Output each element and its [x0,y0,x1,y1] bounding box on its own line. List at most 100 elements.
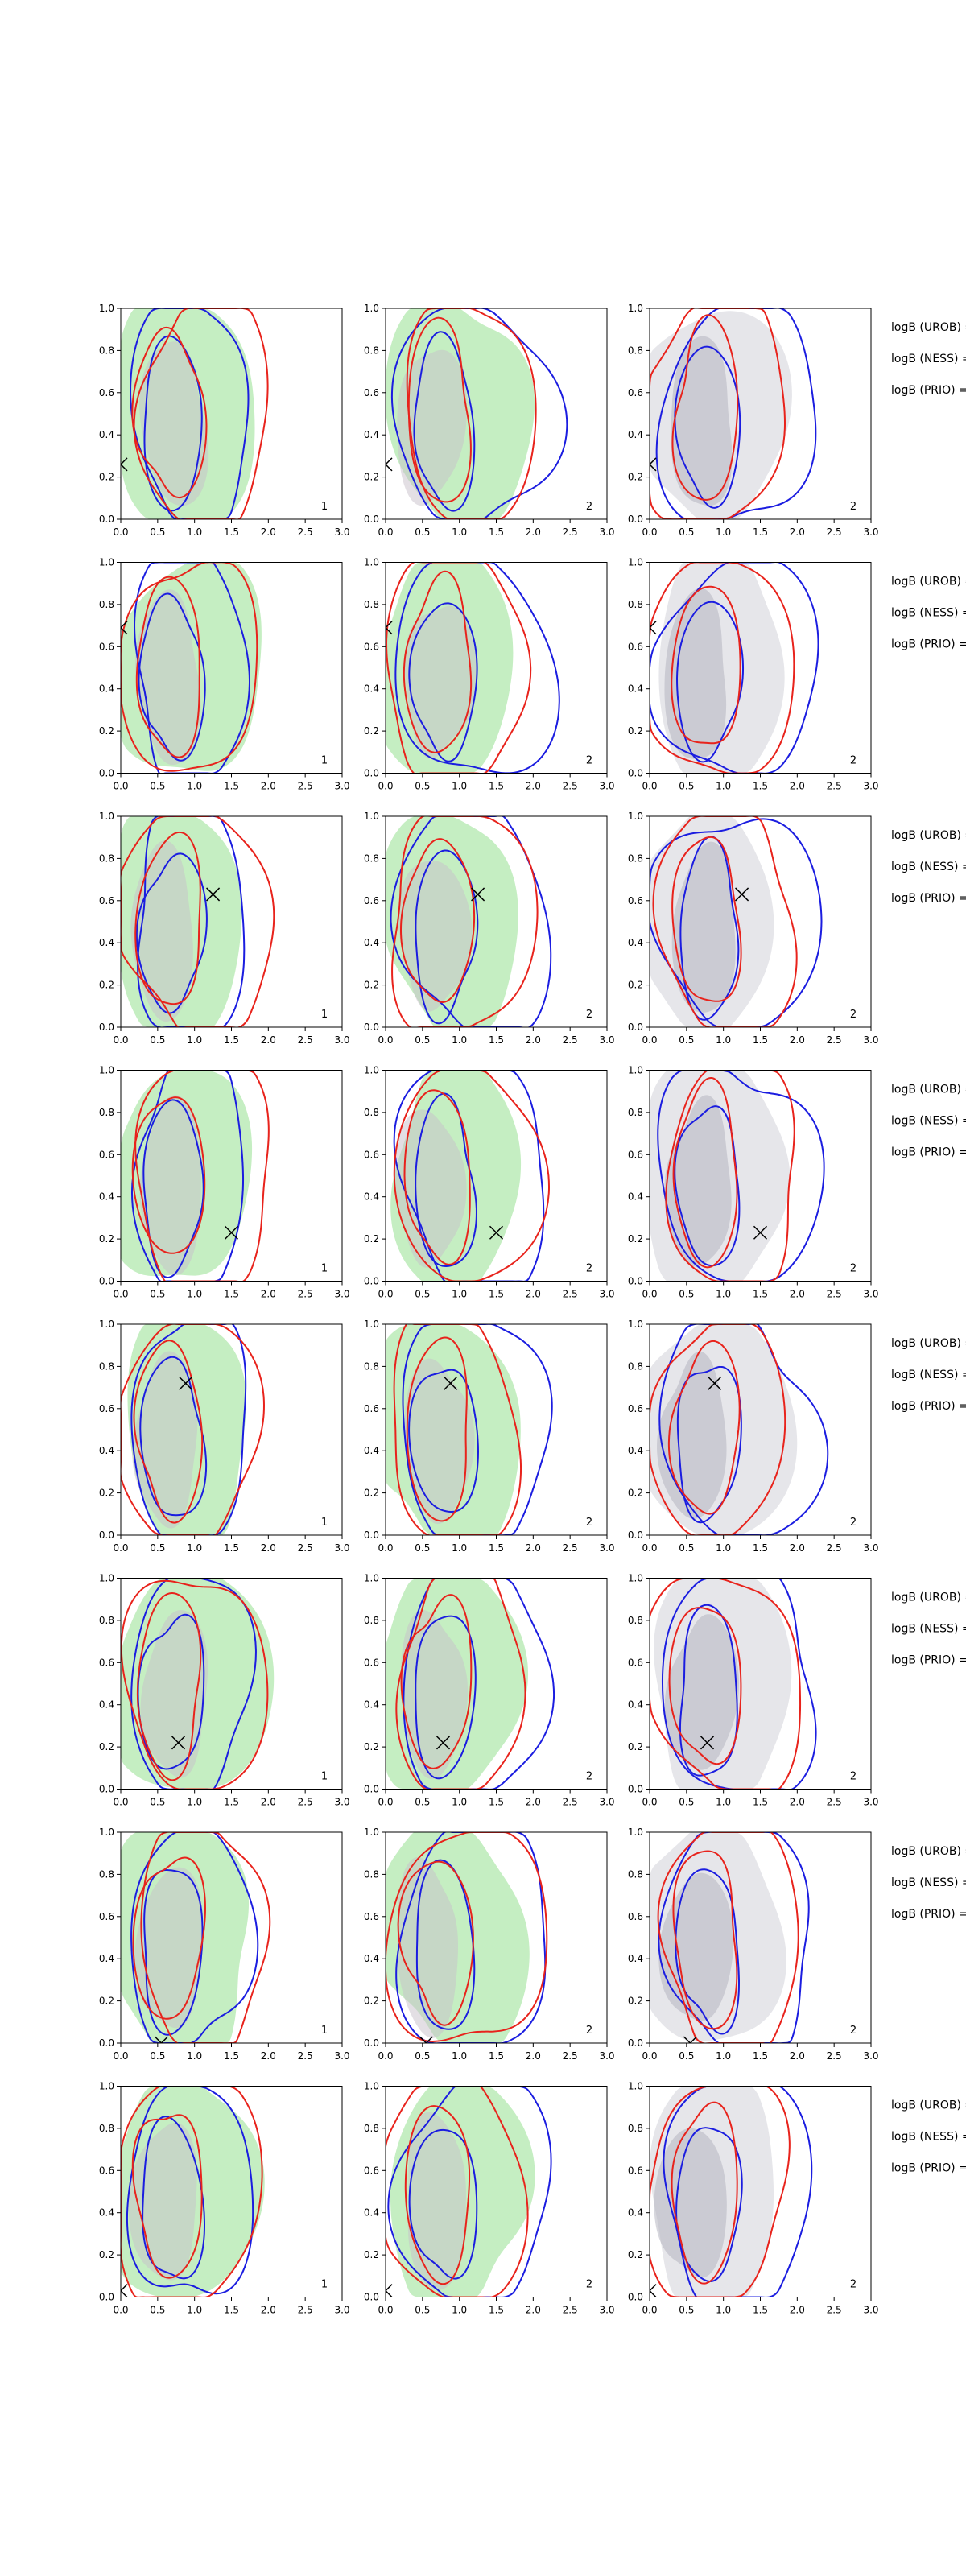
x-tick-label: 0.0 [642,1289,657,1300]
side-label: logB (UROB) = [891,2099,966,2112]
panel-r3-c1: 0.0 0.5 1.0 1.5 2.0 2.5 3.0 0.0 0.2 0.4 0.6 0.8 1.0 1 [99,811,350,1046]
y-tick-label: 0.4 [364,429,379,440]
y-tick-label: 0.6 [628,2165,643,2176]
red-contour-inner [407,316,472,503]
panel-r3-c3: 0.0 0.5 1.0 1.5 2.0 2.5 3.0 0.0 0.2 0.4 0.6 0.8 1.0 2 [628,811,879,1046]
red-contour-outer [134,1070,270,1282]
y-tick-label: 0.0 [364,1276,379,1287]
x-tick-label: 1.0 [187,2305,202,2316]
x-tick-label: 3.0 [599,526,614,538]
x-tick-label: 3.0 [334,526,349,538]
y-tick-label: 1.0 [628,1319,643,1330]
y-tick-label: 0.2 [364,2249,379,2260]
red-contour-inner [136,1592,202,1781]
blue-contour-outer [650,562,819,774]
x-tick-label: 0.0 [378,1034,393,1046]
y-tick-label: 0.6 [364,1403,379,1414]
y-tick-label: 1.0 [99,303,114,314]
y-tick-label: 0.4 [628,429,643,440]
y-tick-label: 0.8 [364,1107,379,1118]
side-label: logB (UROB) = [891,1084,966,1096]
x-tick-label: 1.5 [753,2305,768,2316]
blue-contour-outer [402,1578,555,1790]
density-fill-inner [139,1095,201,1276]
x-tick-label: 1.0 [187,1034,202,1046]
density-fill-inner [393,1109,467,1268]
red-contour-inner [671,2101,738,2285]
side-label: logB (NESS) = [891,353,966,365]
x-tick-label: 2.5 [827,2305,842,2316]
red-contour-inner [668,1607,742,1765]
panel-corner-label: 2 [850,2025,857,2037]
x-tick-label: 0.0 [113,1289,128,1300]
side-label: logB (UROB) = [891,1845,966,1858]
x-tick-label: 2.5 [827,526,842,538]
x-tick-label: 1.0 [452,526,467,538]
y-tick-label: 0.2 [364,1488,379,1499]
true-value-marker [154,2036,168,2043]
y-tick-label: 0.6 [364,641,379,652]
density-fill-inner [398,861,473,1012]
red-contour-inner [404,2105,471,2285]
x-tick-label: 0.5 [150,1034,165,1046]
y-tick-label: 0.6 [628,1911,643,1922]
true-value-marker [650,457,657,472]
x-tick-label: 0.0 [378,1289,393,1300]
true-value-marker [386,2284,393,2297]
y-tick-label: 0.0 [364,1022,379,1033]
red-contour-outer [386,2086,529,2297]
side-label: logB (UROB) = [891,576,966,588]
x-tick-label: 2.0 [790,781,805,792]
x-tick-label: 3.0 [334,781,349,792]
side-label: logB (UROB) = [891,1591,966,1604]
x-tick-label: 1.0 [452,2050,467,2062]
x-tick-label: 0.0 [113,1542,128,1554]
panel-r6-c2: 0.0 0.5 1.0 1.5 2.0 2.5 3.0 0.0 0.2 0.4 0.6 0.8 1.0 2 [364,1573,615,1808]
x-tick-label: 0.0 [113,781,128,792]
x-tick-label: 2.5 [563,2050,578,2062]
y-tick-label: 1.0 [364,1065,379,1076]
side-label: logB (PRIO) = [891,1908,966,1921]
density-fill-inner [397,1857,458,2038]
x-tick-label: 3.0 [863,1542,878,1554]
y-tick-label: 0.8 [99,1615,114,1626]
panel-corner-label: 1 [321,501,328,513]
x-tick-label: 2.0 [261,1542,276,1554]
density-fill-inner [404,1358,475,1525]
blue-contour-outer [394,562,560,774]
x-tick-label: 1.0 [452,2305,467,2316]
panel-r5-c1: 0.0 0.5 1.0 1.5 2.0 2.5 3.0 0.0 0.2 0.4 0.6 0.8 1.0 1 [99,1319,350,1554]
x-tick-label: 2.0 [790,1797,805,1808]
x-tick-label: 1.0 [716,781,731,792]
red-contour-outer [393,1070,551,1282]
x-tick-label: 0.0 [113,1034,128,1046]
x-tick-label: 0.0 [113,526,128,538]
y-tick-label: 0.4 [364,1699,379,1711]
x-tick-label: 2.0 [261,1797,276,1808]
true-value-marker [436,1736,451,1750]
x-tick-label: 3.0 [599,1289,614,1300]
red-contour-inner [671,585,741,745]
side-label: logB (PRIO) = [891,384,966,397]
y-tick-label: 0.0 [99,514,114,525]
x-tick-label: 3.0 [334,2305,349,2316]
x-tick-label: 1.5 [753,1034,768,1046]
blue-contour-inner [142,2116,206,2280]
side-label-column: logB (UROB) = logB (NESS) = logB (PRIO) = l… [891,321,966,2175]
x-tick-label: 3.0 [334,1797,349,1808]
x-tick-label: 1.0 [452,1289,467,1300]
side-label: logB (NESS) = [891,2131,966,2144]
y-tick-label: 1.0 [628,303,643,314]
red-contour-inner [672,1850,738,2030]
x-tick-label: 1.5 [224,2050,239,2062]
y-tick-label: 0.2 [628,1996,643,2007]
panel-corner-label: 2 [586,501,592,513]
y-tick-label: 1.0 [99,811,114,822]
x-tick-label: 2.5 [827,1542,842,1554]
red-contour-outer [121,816,275,1027]
x-tick-label: 1.0 [452,781,467,792]
panel-corner-label: 1 [321,2025,328,2037]
blue-contour-inner [679,836,740,1021]
blue-contour-outer [130,1832,259,2043]
y-tick-label: 0.4 [364,1191,379,1203]
